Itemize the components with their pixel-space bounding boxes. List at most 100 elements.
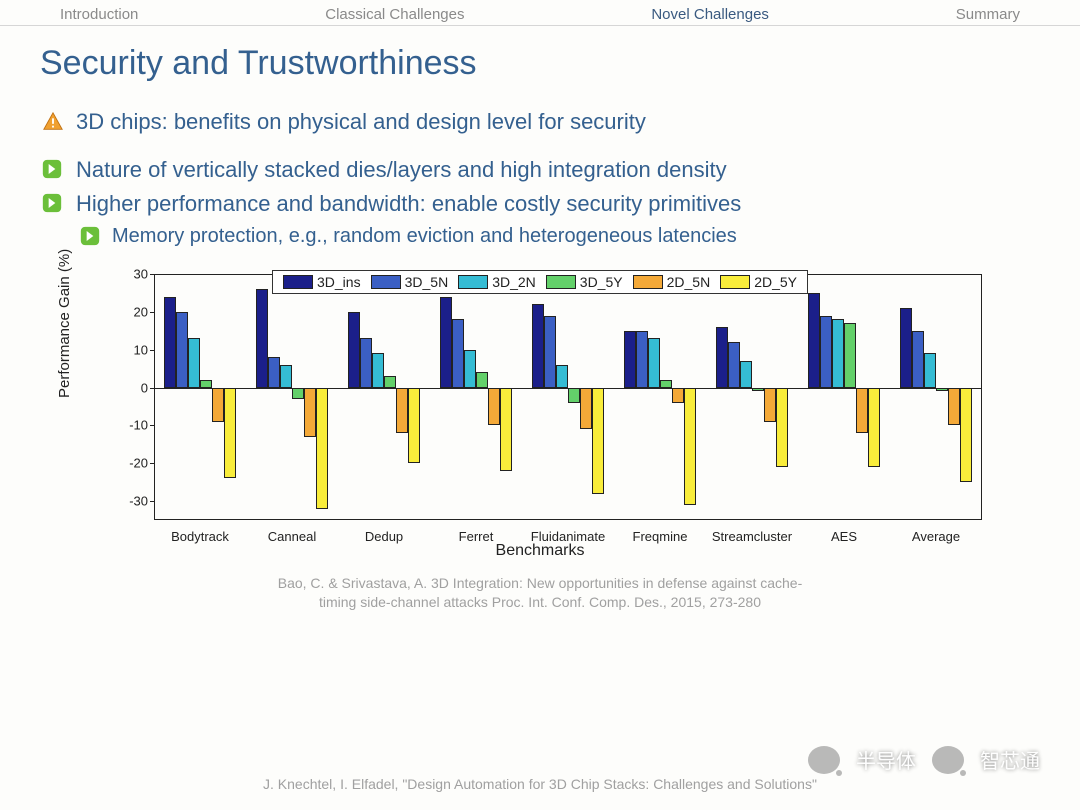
bullet-text: 3D chips: benefits on physical and desig… (76, 109, 646, 134)
nav-item-introduction[interactable]: Introduction (60, 6, 138, 23)
legend-item-3D_5Y: 3D_5Y (546, 274, 623, 290)
ytick-label: 0 (90, 380, 148, 395)
legend-swatch (720, 275, 750, 289)
watermark-left: 半导体 (856, 745, 916, 774)
bar-2D_5Y-ferret (500, 388, 512, 471)
bar-3D_ins-canneal (256, 289, 268, 387)
bar-2D_5Y-freqmine (684, 388, 696, 505)
bar-3D_2N-canneal (280, 365, 292, 388)
citation-line1: Bao, C. & Srivastava, A. 3D Integration:… (278, 575, 803, 591)
legend-label: 2D_5Y (754, 274, 797, 290)
legend-item-2D_5N: 2D_5N (633, 274, 711, 290)
bar-3D_ins-fluidanimate (532, 304, 544, 387)
bar-3D_5Y-average (936, 388, 948, 392)
bar-3D_5Y-dedup (384, 376, 396, 387)
bar-3D_2N-bodytrack (188, 338, 200, 387)
ytick-label: -30 (90, 494, 148, 509)
legend-swatch (283, 275, 313, 289)
bar-3D_2N-streamcluster (740, 361, 752, 387)
bar-3D_5N-fluidanimate (544, 316, 556, 388)
legend-label: 3D_5Y (580, 274, 623, 290)
slide-footer: J. Knechtel, I. Elfadel, "Design Automat… (0, 776, 1080, 792)
bar-3D_ins-streamcluster (716, 327, 728, 388)
legend-label: 3D_2N (492, 274, 536, 290)
bar-3D_2N-freqmine (648, 338, 660, 387)
chart-citation: Bao, C. & Srivastava, A. 3D Integration:… (40, 574, 1040, 612)
bar-3D_ins-average (900, 308, 912, 387)
bar-3D_2N-aes (832, 319, 844, 387)
ytick-label: 30 (90, 267, 148, 282)
citation-line2: timing side-channel attacks Proc. Int. C… (319, 594, 761, 610)
bar-2D_5Y-streamcluster (776, 388, 788, 467)
bullet-text: Memory protection, e.g., random eviction… (112, 225, 737, 247)
bar-3D_5N-average (912, 331, 924, 388)
wechat-icon (808, 746, 840, 774)
wechat-icon (932, 746, 964, 774)
legend-item-2D_5Y: 2D_5Y (720, 274, 797, 290)
legend-label: 3D_5N (405, 274, 449, 290)
slide-title: Security and Trustworthiness (40, 44, 1040, 83)
bar-3D_5N-streamcluster (728, 342, 740, 387)
chart-legend: 3D_ins 3D_5N 3D_2N 3D_5Y 2D_5N 2D_5Y (272, 270, 808, 294)
bullet-text: Nature of vertically stacked dies/layers… (76, 157, 727, 182)
watermark-right: 智芯通 (980, 745, 1040, 774)
arrow-icon (42, 159, 64, 181)
bar-2D_5N-freqmine (672, 388, 684, 403)
bullet-list: 3D chips: benefits on physical and desig… (40, 105, 1040, 252)
legend-label: 3D_ins (317, 274, 361, 290)
bar-3D_ins-bodytrack (164, 297, 176, 388)
bar-2D_5Y-average (960, 388, 972, 483)
legend-swatch (546, 275, 576, 289)
watermark: 半导体 智芯通 (808, 745, 1040, 774)
bar-3D_2N-dedup (372, 353, 384, 387)
bar-3D_2N-average (924, 353, 936, 387)
nav-tabs: Introduction Classical Challenges Novel Ch… (0, 0, 1080, 26)
legend-swatch (371, 275, 401, 289)
bar-3D_5Y-canneal (292, 388, 304, 399)
bar-3D_5N-bodytrack (176, 312, 188, 388)
bar-3D_5N-aes (820, 316, 832, 388)
chart-xlabel: Benchmarks (90, 542, 990, 560)
bar-2D_5N-canneal (304, 388, 316, 437)
bar-2D_5Y-canneal (316, 388, 328, 509)
bar-2D_5N-aes (856, 388, 868, 433)
bar-2D_5Y-dedup (408, 388, 420, 464)
nav-item-classical-challenges[interactable]: Classical Challenges (325, 6, 464, 23)
legend-swatch (458, 275, 488, 289)
legend-swatch (633, 275, 663, 289)
bullet-text: Higher performance and bandwidth: enable… (76, 191, 741, 216)
bullet-1: Nature of vertically stacked dies/layers… (40, 153, 1040, 187)
legend-item-3D_2N: 3D_2N (458, 274, 536, 290)
bar-2D_5N-fluidanimate (580, 388, 592, 430)
bar-3D_2N-ferret (464, 350, 476, 388)
bar-3D_5N-canneal (268, 357, 280, 387)
legend-label: 2D_5N (667, 274, 711, 290)
bar-3D_5N-freqmine (636, 331, 648, 388)
bar-2D_5N-dedup (396, 388, 408, 433)
legend-item-3D_ins: 3D_ins (283, 274, 361, 290)
legend-item-3D_5N: 3D_5N (371, 274, 449, 290)
bar-3D_5Y-freqmine (660, 380, 672, 388)
bar-3D_ins-aes (808, 293, 820, 388)
bar-3D_5Y-bodytrack (200, 380, 212, 388)
bar-3D_5Y-streamcluster (752, 388, 764, 392)
slide-body: Security and Trustworthiness 3D chips: b… (0, 26, 1080, 612)
chart-ylabel: Performance Gain (%) (56, 249, 73, 398)
bar-3D_2N-fluidanimate (556, 365, 568, 388)
bullet-0: 3D chips: benefits on physical and desig… (40, 105, 1040, 139)
bar-2D_5Y-bodytrack (224, 388, 236, 479)
bar-3D_ins-freqmine (624, 331, 636, 388)
bar-3D_ins-dedup (348, 312, 360, 388)
nav-item-novel-challenges[interactable]: Novel Challenges (651, 6, 769, 23)
bar-2D_5N-streamcluster (764, 388, 776, 422)
bar-3D_5Y-aes (844, 323, 856, 387)
bullet-2: Higher performance and bandwidth: enable… (40, 187, 1040, 221)
bar-3D_5Y-ferret (476, 372, 488, 387)
bar-3D_ins-ferret (440, 297, 452, 388)
ytick-label: 20 (90, 304, 148, 319)
bar-2D_5Y-aes (868, 388, 880, 467)
bar-3D_5N-dedup (360, 338, 372, 387)
nav-item-summary[interactable]: Summary (956, 6, 1020, 23)
bar-3D_5Y-fluidanimate (568, 388, 580, 403)
warning-icon (42, 111, 64, 133)
